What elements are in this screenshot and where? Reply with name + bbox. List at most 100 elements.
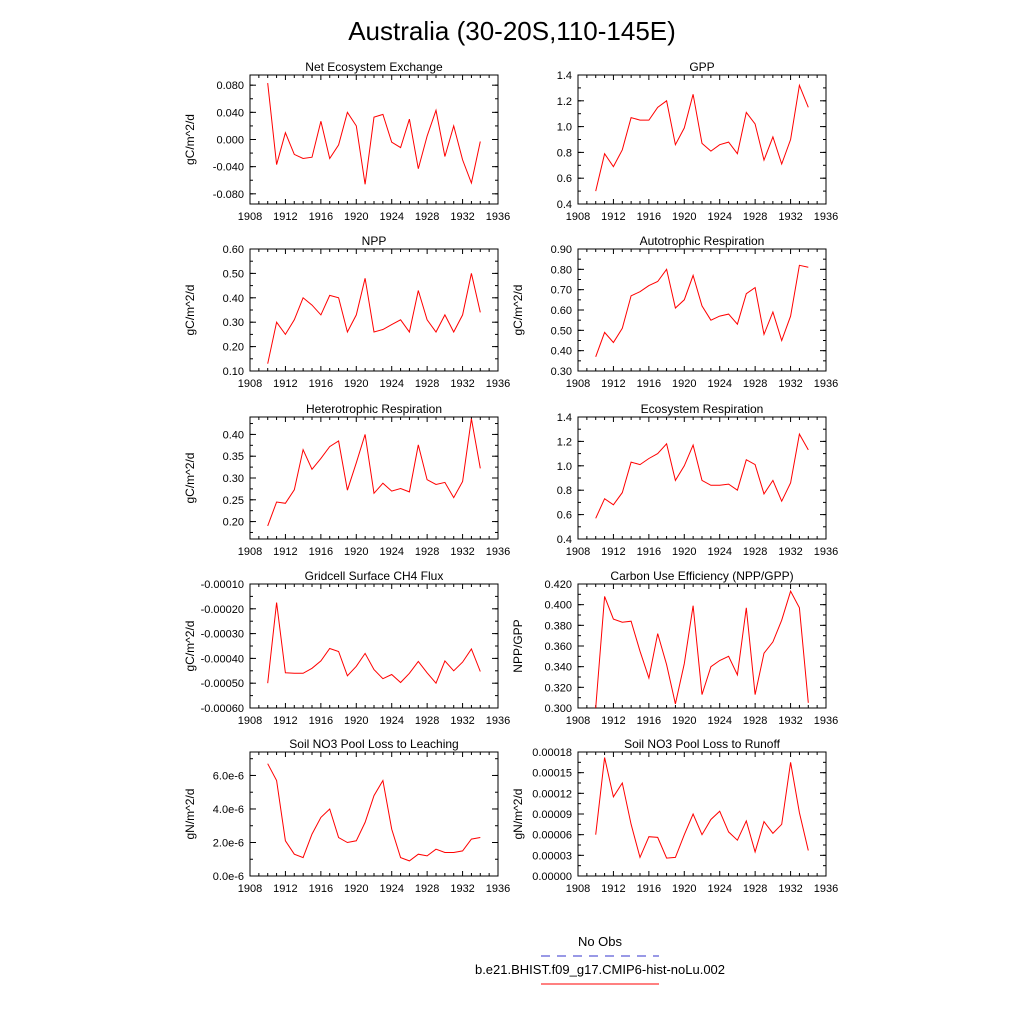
y-tick-label: 0.400	[544, 600, 572, 612]
y-tick-label: 0.00012	[532, 788, 572, 800]
x-tick-label: 1936	[814, 883, 838, 895]
x-tick-label: 1936	[486, 378, 510, 390]
panel-title: Soil NO3 Pool Loss to Leaching	[289, 737, 458, 751]
y-tick-label: 0.10	[223, 366, 244, 378]
x-tick-label: 1936	[814, 211, 838, 223]
panel-1: GPP 1908 1912 1916 1920 1924 1928 1932 1936 0.4 0.…	[557, 60, 839, 223]
y-tick-label: 0.00018	[532, 747, 572, 759]
x-tick-label: 1928	[743, 378, 767, 390]
y-tick-label: 0.00000	[532, 871, 572, 883]
y-tick-label: -0.00010	[201, 579, 244, 591]
y-tick-label: 0.8	[557, 485, 572, 497]
x-tick-label: 1936	[814, 378, 838, 390]
y-tick-label: 0.0e-6	[213, 871, 244, 883]
figure-title: Australia (30-20S,110-145E)	[348, 16, 676, 46]
x-tick-label: 1916	[309, 378, 333, 390]
x-tick-label: 1928	[415, 715, 439, 727]
panel-8: Soil NO3 Pool Loss to Leaching 1908 1912 19…	[183, 737, 510, 895]
panel-title: Ecosystem Respiration	[641, 402, 764, 416]
x-tick-label: 1924	[379, 378, 403, 390]
plot-frame	[249, 416, 499, 540]
legend-label-model: b.e21.BHIST.f09_g17.CMIP6-hist-noLu.002	[475, 962, 725, 977]
y-tick-label: 0.90	[551, 244, 572, 256]
x-tick-label: 1920	[672, 715, 696, 727]
series-line	[267, 602, 481, 685]
panel-title: Net Ecosystem Exchange	[305, 60, 443, 74]
y-tick-label: 1.2	[557, 436, 572, 448]
x-tick-label: 1908	[566, 211, 590, 223]
x-tick-label: 1920	[344, 378, 368, 390]
y-tick-label: 0.080	[216, 80, 244, 92]
y-tick-label: 0.40	[551, 346, 572, 358]
y-tick-label: 0.300	[544, 703, 572, 715]
panel-title: NPP	[362, 234, 387, 248]
panel-title: Soil NO3 Pool Loss to Runoff	[624, 737, 781, 751]
legend-label-obs: No Obs	[578, 934, 623, 949]
panel-grid: Net Ecosystem Exchange 1908 1912 1916 1920 19…	[183, 60, 838, 895]
x-tick-label: 1920	[344, 546, 368, 558]
x-tick-label: 1916	[637, 715, 661, 727]
y-tick-label: -0.080	[213, 189, 244, 201]
series-line	[267, 273, 481, 364]
y-tick-label: 0.420	[544, 579, 572, 591]
y-tick-label: 1.4	[557, 70, 572, 82]
x-tick-label: 1912	[601, 546, 625, 558]
y-tick-label: 4.0e-6	[213, 804, 244, 816]
x-tick-label: 1912	[273, 715, 297, 727]
x-tick-label: 1916	[309, 715, 333, 727]
plot-frame	[577, 416, 827, 540]
y-tick-label: 0.6	[557, 510, 572, 522]
y-tick-label: 0.380	[544, 620, 572, 632]
x-tick-label: 1908	[566, 883, 590, 895]
series-line	[267, 418, 481, 527]
panel-title: Autotrophic Respiration	[640, 234, 765, 248]
y-axis-label: NPP/GPP	[511, 619, 525, 672]
x-tick-label: 1928	[415, 546, 439, 558]
x-tick-label: 1924	[707, 883, 731, 895]
series-line	[595, 264, 809, 357]
x-tick-label: 1924	[707, 378, 731, 390]
plot-frame	[249, 583, 499, 709]
panel-0: Net Ecosystem Exchange 1908 1912 1916 1920 19…	[183, 60, 510, 223]
x-tick-label: 1908	[566, 546, 590, 558]
x-tick-label: 1916	[637, 883, 661, 895]
x-tick-label: 1932	[450, 378, 474, 390]
x-tick-label: 1928	[415, 211, 439, 223]
x-tick-label: 1928	[415, 378, 439, 390]
y-tick-label: 0.70	[551, 285, 572, 297]
y-axis-label: gN/m^2/d	[183, 789, 197, 840]
x-tick-label: 1912	[273, 378, 297, 390]
y-axis-label: gC/m^2/d	[183, 621, 197, 672]
x-tick-label: 1936	[486, 883, 510, 895]
x-tick-label: 1924	[707, 211, 731, 223]
x-tick-label: 1912	[273, 211, 297, 223]
x-tick-label: 1916	[309, 211, 333, 223]
y-tick-label: 0.60	[223, 244, 244, 256]
panel-7: Carbon Use Efficiency (NPP/GPP) 1908 1912 1…	[511, 569, 838, 727]
y-tick-label: 0.00003	[532, 850, 572, 862]
y-tick-label: 0.360	[544, 641, 572, 653]
y-tick-label: -0.00050	[201, 678, 244, 690]
x-tick-label: 1920	[672, 211, 696, 223]
panel-4: Heterotrophic Respiration 1908 1912 1916 192…	[183, 402, 510, 558]
y-tick-label: -0.00020	[201, 604, 244, 616]
y-tick-label: 0.40	[223, 429, 244, 441]
y-tick-label: 0.50	[223, 268, 244, 280]
x-tick-label: 1928	[415, 883, 439, 895]
y-axis-label: gC/m^2/d	[183, 453, 197, 504]
x-tick-label: 1936	[486, 211, 510, 223]
x-tick-label: 1920	[344, 883, 368, 895]
y-tick-label: 0.50	[551, 325, 572, 337]
x-tick-label: 1932	[778, 211, 802, 223]
plot-frame	[577, 751, 827, 877]
x-tick-label: 1920	[344, 211, 368, 223]
x-tick-label: 1936	[814, 546, 838, 558]
panel-2: NPP 1908 1912 1916 1920 1924 1928 1932 1936 0.10 0…	[183, 234, 510, 390]
series-line	[595, 589, 809, 709]
panel-9: Soil NO3 Pool Loss to Runoff 1908 1912 1916…	[511, 737, 838, 895]
plot-frame	[249, 74, 499, 205]
y-tick-label: -0.00030	[201, 629, 244, 641]
legend: No Obs b.e21.BHIST.f09_g17.CMIP6-hist-no…	[475, 934, 725, 985]
x-tick-label: 1912	[601, 211, 625, 223]
panel-3: Autotrophic Respiration 1908 1912 1916 1920 1…	[511, 234, 838, 390]
